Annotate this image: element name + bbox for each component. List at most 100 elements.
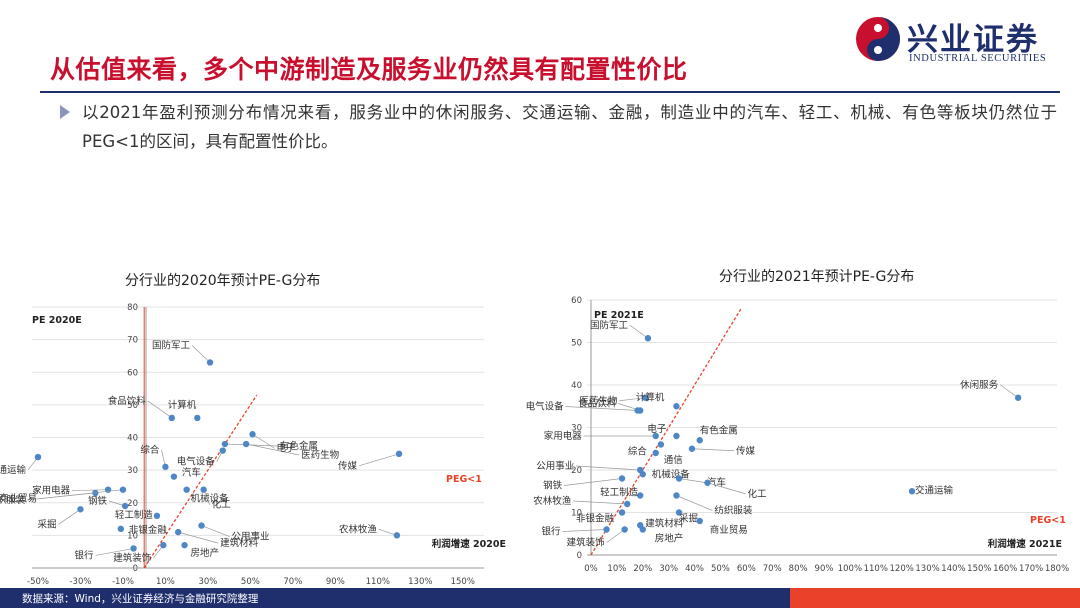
data-point xyxy=(696,437,703,444)
data-point xyxy=(673,432,680,440)
point-label: 银行 xyxy=(75,549,95,561)
data-point xyxy=(34,453,42,461)
data-point xyxy=(170,473,178,480)
point-label: 综合 xyxy=(140,444,160,456)
body-paragraph: 以2021年盈利预测分布情况来看，服务业中的休闲服务、交通运输、金融，制造业中的… xyxy=(82,103,1057,151)
data-point xyxy=(675,475,683,482)
y-tick-label: 60 xyxy=(127,368,138,378)
point-label: 机械设备 xyxy=(191,493,230,505)
data-point xyxy=(624,500,631,508)
x-tick-label: 170% xyxy=(1019,564,1043,574)
x-tick-label: 30% xyxy=(659,564,678,574)
point-label: 医药生物 xyxy=(579,395,618,407)
label-leader-line xyxy=(691,448,734,452)
label-leader-line xyxy=(246,443,300,456)
data-point xyxy=(696,517,703,525)
data-point xyxy=(603,526,610,533)
chart-2021-title: 分行业的2021年预计PE-G分布 xyxy=(719,269,915,285)
data-point xyxy=(673,403,680,410)
data-point xyxy=(673,492,680,499)
data-point xyxy=(153,512,161,519)
data-point xyxy=(395,450,403,458)
logo-chinese-text: 兴业证券 xyxy=(907,22,1039,58)
data-point xyxy=(639,471,646,478)
data-point xyxy=(221,440,229,448)
point-label: 钢铁 xyxy=(88,495,108,507)
point-label: 综合 xyxy=(628,446,648,458)
x-tick-label: -30% xyxy=(69,577,91,587)
data-point xyxy=(162,463,169,471)
x-tick-label: 130% xyxy=(915,564,939,574)
y-tick-label: 40 xyxy=(571,381,582,391)
data-point xyxy=(675,509,683,516)
label-leader-line xyxy=(707,482,746,495)
label-leader-line xyxy=(678,478,706,483)
label-leader-line xyxy=(191,345,211,363)
peg-label: PEG<1 xyxy=(446,474,482,485)
point-label: 电气设备 xyxy=(526,401,565,413)
point-label: 钢铁 xyxy=(543,480,563,492)
point-label: 电气设备 xyxy=(177,456,216,468)
y-tick-label: 30 xyxy=(571,424,582,434)
data-point xyxy=(104,486,112,493)
data-point xyxy=(183,486,190,493)
point-label: 电子 xyxy=(277,442,297,454)
data-point xyxy=(639,526,646,533)
data-point xyxy=(618,475,626,482)
label-leader-line xyxy=(565,406,638,411)
y-tick-label: 80 xyxy=(127,303,138,313)
y-tick-label: 30 xyxy=(127,466,138,476)
x-tick-label: 110% xyxy=(864,564,888,574)
label-leader-line xyxy=(576,465,641,471)
label-leader-line xyxy=(629,324,649,339)
x-tick-label: 150% xyxy=(451,577,475,587)
logo-mark-icon xyxy=(856,17,900,61)
data-point xyxy=(688,445,696,452)
point-label: 传媒 xyxy=(736,445,756,457)
label-leader-line xyxy=(95,548,134,556)
point-label: 非银金融 xyxy=(129,524,168,536)
label-leader-line xyxy=(38,489,123,500)
y-tick-label: 20 xyxy=(571,466,582,476)
y-tick-label: 40 xyxy=(127,434,138,444)
peg-1-line xyxy=(143,394,258,569)
data-point xyxy=(174,528,182,536)
y-tick-label: 50 xyxy=(571,339,582,349)
label-leader-line xyxy=(201,525,230,537)
x-tick-label: 70% xyxy=(763,564,782,574)
data-point xyxy=(168,414,175,422)
x-axis-label: 利润增速 2021E xyxy=(987,538,1062,550)
y-tick-label: 10 xyxy=(571,509,582,519)
y-tick-label: 20 xyxy=(127,499,138,509)
point-label: 家用电器 xyxy=(544,430,583,442)
data-point xyxy=(130,545,137,552)
point-label: 汽车 xyxy=(182,467,201,479)
point-label: 房地产 xyxy=(191,547,220,559)
x-tick-label: 130% xyxy=(408,577,432,587)
point-label: 休闲服务 xyxy=(960,379,999,391)
y-tick-label: 0 xyxy=(577,551,582,561)
data-point xyxy=(77,506,84,513)
x-axis-label: 利润增速 2020E xyxy=(431,538,506,550)
data-point xyxy=(219,447,226,454)
point-label: 传媒 xyxy=(338,460,358,472)
data-point xyxy=(200,486,207,493)
data-point xyxy=(652,432,659,440)
peg-1-line xyxy=(590,308,742,556)
label-leader-line xyxy=(252,433,275,449)
data-point xyxy=(117,525,125,533)
x-tick-label: 50% xyxy=(241,577,260,587)
data-point xyxy=(1014,394,1022,401)
bullet-arrow-icon xyxy=(60,105,70,119)
data-point xyxy=(119,486,127,493)
point-label: 建筑材料 xyxy=(645,517,684,529)
x-tick-label: 50% xyxy=(711,564,730,574)
point-label: 电子 xyxy=(647,423,667,435)
point-label: 建筑材料 xyxy=(220,537,259,549)
y-axis-label: PE 2021E xyxy=(594,310,644,321)
point-label: 机械设备 xyxy=(652,468,691,480)
point-label: 轻工制造 xyxy=(115,509,154,521)
point-label: 建筑装饰 xyxy=(113,552,151,564)
point-label: 轻工制造 xyxy=(600,487,639,499)
data-point xyxy=(642,394,649,401)
